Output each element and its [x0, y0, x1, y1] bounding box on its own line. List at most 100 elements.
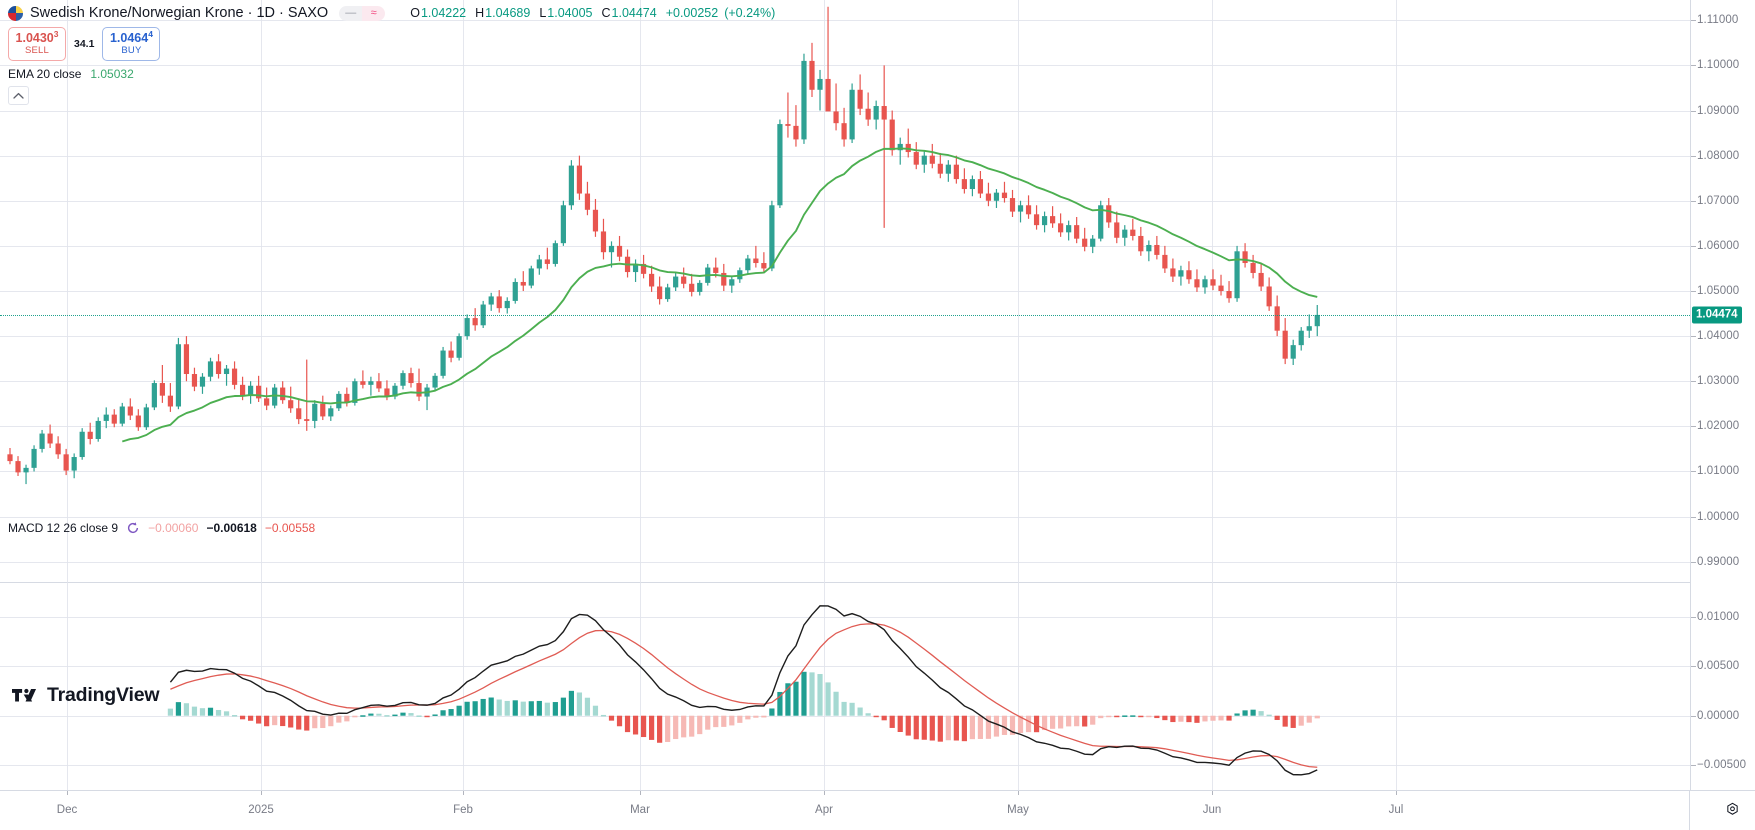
- price-axis-label: 1.11000: [1697, 14, 1739, 27]
- time-axis-tick: [1396, 791, 1397, 795]
- time-axis-label: 2025: [248, 804, 274, 816]
- price-axis-tick: [1691, 426, 1696, 428]
- grid-line: [1018, 582, 1019, 790]
- macd-axis-tick: [1691, 616, 1696, 618]
- collapse-legend-button[interactable]: [8, 86, 29, 105]
- time-axis-label: Apr: [815, 804, 833, 816]
- macd-series: [167, 605, 1320, 776]
- grid-line: [640, 0, 641, 582]
- price-axis[interactable]: NOK ⌄ 1.110001.100001.090001.080001.0700…: [1690, 0, 1755, 790]
- spread-value: 34.1: [74, 38, 95, 50]
- price-axis-tick: [1691, 110, 1696, 112]
- price-axis-label: 1.06000: [1697, 239, 1740, 252]
- grid-line: [0, 765, 1690, 766]
- time-axis-tick: [463, 791, 464, 795]
- grid-line: [0, 65, 1690, 66]
- last-price-line: [0, 314, 1690, 316]
- candlestick-series: [7, 6, 1320, 485]
- price-chart-pane[interactable]: [0, 0, 1690, 582]
- grid-line: [0, 291, 1690, 292]
- wave-style-icon[interactable]: ≈: [362, 5, 386, 21]
- price-axis-tick: [1691, 20, 1696, 22]
- macd-axis-label: 0.00000: [1697, 709, 1740, 722]
- macd-axis-tick: [1691, 715, 1696, 717]
- price-axis-tick: [1691, 561, 1696, 563]
- symbol-title[interactable]: Swedish Krone/Norwegian Krone · 1D · SAX…: [30, 5, 329, 21]
- grid-line: [1212, 582, 1213, 790]
- time-axis-label: Dec: [56, 804, 78, 816]
- ohlc-close-value: 1.04474: [611, 6, 657, 20]
- sell-price: 1.04303: [15, 28, 59, 45]
- ohlc-open-label: O: [410, 6, 420, 20]
- price-axis-label: 1.07000: [1697, 194, 1740, 207]
- tradingview-watermark: TradingView: [12, 684, 160, 707]
- change-absolute: +0.00252: [665, 6, 719, 20]
- ohlc-high-value: 1.04689: [485, 6, 531, 20]
- price-axis-label: 1.05000: [1697, 285, 1740, 297]
- grid-line: [0, 716, 1690, 717]
- macd-signal-value: −0.00558: [264, 521, 316, 535]
- grid-line: [1396, 0, 1397, 582]
- ema-label: EMA 20 close: [8, 67, 82, 81]
- ema-legend[interactable]: EMA 20 close 1.05032: [8, 67, 781, 81]
- time-axis-tick: [1212, 791, 1213, 795]
- refresh-icon[interactable]: [126, 521, 140, 535]
- price-axis-tick: [1691, 381, 1696, 383]
- grid-line: [261, 582, 262, 790]
- grid-line: [67, 0, 68, 582]
- price-axis-label: 1.03000: [1697, 375, 1740, 388]
- grid-line: [824, 582, 825, 790]
- trade-buttons-row[interactable]: 1.04303 SELL 34.1 1.04644 BUY: [8, 27, 781, 61]
- chart-style-pills[interactable]: — ≈: [339, 5, 386, 21]
- price-axis-label: 1.02000: [1697, 420, 1740, 433]
- price-axis-label: 1.01000: [1697, 465, 1740, 478]
- macd-axis-tick: [1691, 765, 1696, 767]
- time-axis-label: Feb: [453, 804, 473, 816]
- grid-line: [0, 20, 1690, 21]
- ohlc-values: O 1.04222 H 1.04689 L 1.04005 C 1.04474 +0.00252…: [410, 6, 781, 20]
- price-axis-tick: [1691, 245, 1696, 247]
- ohlc-low-label: L: [539, 6, 547, 20]
- time-axis-tick: [67, 791, 68, 795]
- price-axis-tick: [1691, 336, 1696, 338]
- settings-gear-icon[interactable]: [1724, 802, 1741, 819]
- pane-divider: [0, 582, 1690, 583]
- price-axis-label: 1.00000: [1697, 510, 1740, 523]
- buy-label: BUY: [121, 45, 142, 56]
- price-axis-tick: [1691, 200, 1696, 202]
- price-axis-tick: [1691, 65, 1696, 67]
- buy-price: 1.04644: [109, 28, 153, 45]
- time-axis-tick: [1018, 791, 1019, 795]
- grid-line: [67, 582, 68, 790]
- price-axis-label: 1.10000: [1697, 59, 1740, 72]
- grid-line: [0, 666, 1690, 667]
- line-style-icon[interactable]: —: [339, 5, 363, 21]
- sell-label: SELL: [24, 45, 50, 56]
- macd-hist-value: −0.00060: [148, 521, 199, 535]
- price-axis-label: 1.08000: [1697, 149, 1740, 162]
- time-axis-label: Jun: [1202, 804, 1222, 816]
- sell-button[interactable]: 1.04303 SELL: [8, 27, 66, 61]
- symbol-row[interactable]: Swedish Krone/Norwegian Krone · 1D · SAX…: [8, 2, 781, 24]
- grid-line: [0, 111, 1690, 112]
- time-axis-label: Mar: [630, 804, 650, 816]
- macd-pane[interactable]: [0, 582, 1690, 790]
- ohlc-open-value: 1.04222: [420, 6, 467, 20]
- chart-legend: Swedish Krone/Norwegian Krone · 1D · SAX…: [8, 2, 781, 81]
- ema-value: 1.05032: [90, 67, 134, 81]
- price-axis-label: 1.04000: [1697, 330, 1740, 343]
- current-price-badge[interactable]: 1.04474: [1692, 306, 1742, 324]
- buy-button[interactable]: 1.04644 BUY: [102, 27, 161, 61]
- price-axis-label: 1.09000: [1697, 104, 1740, 117]
- macd-legend[interactable]: MACD 12 26 close 9 −0.00060 −0.00618 −0.…: [8, 521, 315, 535]
- sweden-norway-flag-icon: [8, 5, 23, 21]
- axis-divider: [1689, 791, 1690, 830]
- tradingview-logo-icon: [12, 688, 37, 701]
- time-axis-label: Jul: [1388, 804, 1404, 816]
- ohlc-close-label: C: [601, 6, 611, 20]
- grid-line: [0, 617, 1690, 618]
- grid-line: [0, 246, 1690, 247]
- time-axis[interactable]: Dec 2025 Feb Mar Apr May Jun Jul: [0, 790, 1755, 830]
- time-axis-tick: [261, 791, 262, 795]
- macd-axis-tick: [1691, 666, 1696, 668]
